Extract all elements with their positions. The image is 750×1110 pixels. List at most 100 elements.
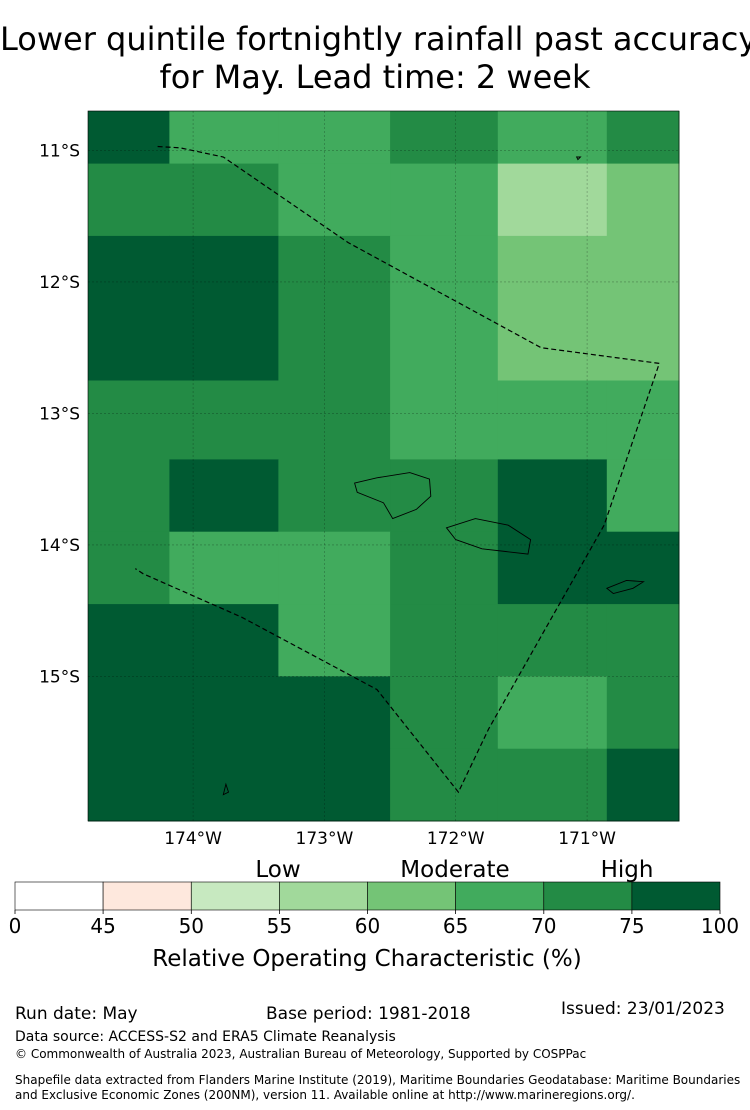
colorbar-category-label: High: [601, 857, 654, 883]
map-title-line2: for May. Lead time: 2 week: [159, 58, 591, 96]
roc-grid-cells: [88, 111, 680, 822]
roc-cell: [88, 676, 170, 750]
latitude-labels: 11°S 12°S 13°S 14°S 15°S: [39, 141, 80, 687]
longitude-label: 174°W: [164, 829, 222, 849]
roc-cell: [497, 235, 608, 381]
roc-cell: [497, 459, 608, 533]
colorbar-swatch: [543, 881, 633, 911]
roc-cell: [278, 604, 391, 677]
data-source: Data source: ACCESS-S2 and ERA5 Climate …: [15, 1029, 396, 1045]
roc-cell: [88, 459, 170, 533]
roc-cell: [390, 163, 499, 237]
graticule: [88, 111, 679, 821]
roc-cell: [278, 676, 391, 750]
roc-cell: [606, 748, 680, 822]
colorbar-tick-label: 75: [619, 914, 644, 938]
roc-cell: [606, 111, 680, 165]
roc-cell: [88, 531, 170, 605]
longitude-label: 171°W: [558, 829, 616, 849]
colorbar-swatch: [279, 881, 368, 911]
roc-cell: [606, 163, 680, 237]
longitude-labels: 174°W 173°W 172°W 171°W: [164, 829, 616, 849]
roc-cell: [390, 676, 499, 750]
roc-cell: [278, 459, 391, 533]
colorbar-category-label: Moderate: [400, 857, 509, 883]
roc-cell: [390, 235, 499, 381]
roc-cell: [278, 531, 391, 605]
issued-date: Issued: 23/01/2023: [561, 999, 725, 1019]
roc-cell: [390, 748, 499, 822]
longitude-label: 172°W: [427, 829, 485, 849]
roc-map-figure: 11°S 12°S 13°S 14°S 15°S 174°W 173°W 172°W 171°…: [9, 110, 739, 972]
latitude-label: 11°S: [39, 141, 80, 161]
roc-cell: [606, 380, 680, 460]
colorbar-tick-label: 70: [531, 914, 556, 938]
island-outline: [445, 518, 532, 555]
colorbar-label: Relative Operating Characteristic (%): [152, 946, 581, 972]
map-title-line1: Lower quintile fortnightly rainfall past…: [0, 20, 750, 58]
roc-cell: [278, 163, 391, 237]
roc-cell: [169, 676, 279, 750]
roc-cell: [497, 380, 608, 460]
roc-cell: [278, 111, 391, 165]
roc-cell: [390, 604, 499, 677]
latitude-label: 12°S: [39, 273, 80, 293]
roc-cell: [606, 459, 680, 533]
colorbar-tick-label: 65: [443, 914, 468, 938]
base-period: Base period: 1981-2018: [266, 1004, 471, 1024]
colorbar-swatches: [14, 881, 721, 911]
shapefile-credit-line1: Shapefile data extracted from Flanders M…: [15, 1073, 741, 1087]
roc-cell: [278, 235, 391, 381]
colorbar-tick-label: 60: [355, 914, 380, 938]
roc-cell: [169, 380, 279, 460]
roc-cell: [497, 676, 608, 750]
colorbar-swatch: [14, 881, 104, 911]
island-outline: [575, 156, 582, 161]
roc-cell: [169, 459, 279, 533]
run-date: Run date: May: [15, 1004, 138, 1024]
colorbar-swatch: [455, 881, 545, 911]
roc-cell: [606, 235, 680, 381]
roc-cell: [497, 748, 608, 822]
roc-cell: [606, 604, 680, 677]
latitude-label: 13°S: [39, 404, 80, 424]
roc-cell: [606, 531, 680, 605]
island-outline: [354, 472, 432, 520]
colorbar-tick-label: 45: [90, 914, 115, 938]
roc-cell: [390, 111, 499, 165]
roc-cell: [88, 380, 170, 460]
latitude-label: 14°S: [39, 536, 80, 556]
roc-cell: [497, 604, 608, 677]
roc-cell: [169, 748, 279, 822]
colorbar-swatch: [631, 881, 721, 911]
roc-cell: [88, 163, 170, 237]
colorbar-category-labels: Low Moderate High: [255, 857, 653, 883]
roc-cell: [497, 531, 608, 605]
roc-cell: [169, 163, 279, 237]
map-frame: [87, 110, 680, 822]
roc-cell: [88, 604, 170, 677]
roc-cell: [497, 163, 608, 237]
copyright-notice: © Commonwealth of Australia 2023, Austra…: [15, 1047, 587, 1061]
colorbar-swatch: [191, 881, 280, 911]
roc-cell: [390, 380, 499, 460]
colorbar-swatch: [102, 881, 192, 911]
latitude-label: 15°S: [39, 667, 80, 687]
colorbar-tick-label: 100: [701, 914, 739, 938]
roc-cell: [497, 111, 608, 165]
longitude-label: 173°W: [296, 829, 354, 849]
roc-cell: [88, 748, 170, 822]
roc-cell: [390, 531, 499, 605]
roc-cell: [606, 676, 680, 750]
colorbar-tick-label: 55: [267, 914, 292, 938]
roc-cell: [169, 235, 279, 381]
colorbar-category-label: Low: [255, 857, 300, 883]
roc-cell: [88, 111, 170, 165]
roc-cell: [88, 235, 170, 381]
eez-boundary: [134, 145, 661, 794]
roc-cell: [169, 111, 279, 165]
island-outline: [605, 579, 645, 594]
roc-cell: [390, 459, 499, 533]
roc-cell: [169, 531, 279, 605]
shapefile-credit-line2: and Exclusive Economic Zones (200NM), ve…: [15, 1088, 635, 1102]
